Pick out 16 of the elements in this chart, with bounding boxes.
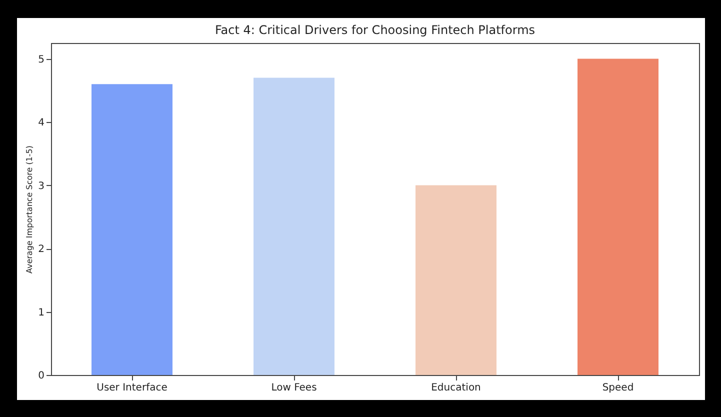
y-axis-title: Average Importance Score (1-5) [25,145,34,274]
x-tick-label: Education [431,382,481,394]
y-tick-label: 3 [38,180,44,192]
y-tick-label: 4 [38,118,44,129]
y-tick-label: 0 [38,370,44,382]
chart-title: Fact 4: Critical Drivers for Choosing Fintech Platforms [214,23,536,37]
x-tick-label: User Interface [96,382,168,394]
bar [254,78,334,375]
x-tick-label: Speed [602,382,634,394]
y-tick-label: 5 [38,54,44,66]
bar [578,58,658,375]
y-tick-label: 2 [38,244,44,256]
x-tick-label: Low Fees [271,382,317,394]
y-tick-label: 1 [38,307,44,318]
bar [416,185,496,375]
bar [92,84,172,375]
